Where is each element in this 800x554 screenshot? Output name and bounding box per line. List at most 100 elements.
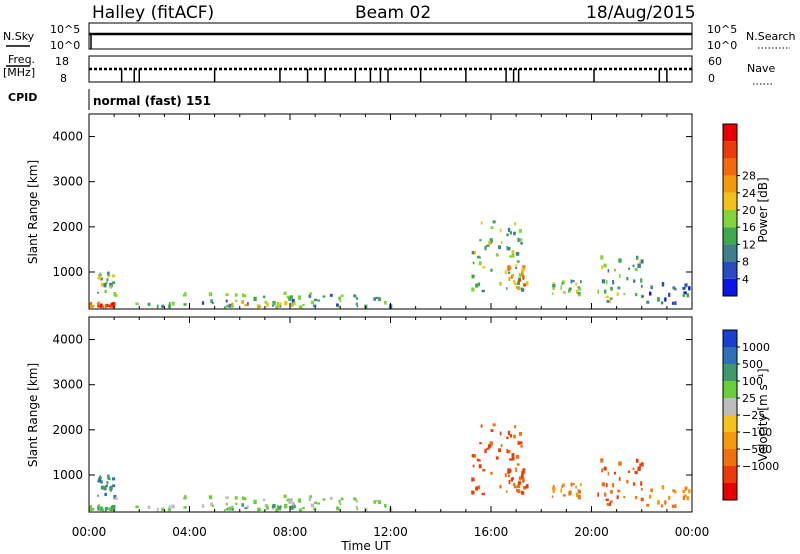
velocity-cell-4-33 — [484, 448, 487, 454]
velocity-data — [89, 423, 691, 512]
velocity-cell-2-9 — [289, 498, 293, 502]
velocity-cell-7-1 — [617, 489, 621, 493]
power-cell-0-6 — [99, 303, 103, 308]
power-cell-2-49 — [322, 295, 326, 298]
power-cell-4-15 — [520, 241, 523, 245]
power-cell-0-18 — [107, 304, 111, 308]
station-title: Halley (fitACF) — [92, 3, 214, 23]
power-cell-3-16 — [279, 302, 282, 305]
velocity-cell-7-24 — [635, 495, 638, 500]
velocity-cell-4-15 — [520, 444, 523, 448]
velocity-cell-6-8 — [562, 483, 565, 488]
velocity-colorbar-cell-9 — [723, 483, 737, 500]
velocity-cell-8-1 — [683, 494, 687, 498]
velocity-colorbar-label-7: −1000 — [742, 460, 779, 473]
power-cell-1-10 — [104, 289, 108, 294]
velocity-cell-8-2 — [641, 498, 644, 501]
velocity-scale-label: Velocity [m s⁻¹] — [756, 368, 770, 461]
velocity-cell-6-12 — [552, 489, 555, 494]
velocity-cell-6-7 — [577, 494, 581, 498]
velocity-cell-2-54 — [317, 502, 321, 505]
power-cell-6-11 — [572, 280, 575, 283]
power-cell-2-54 — [317, 299, 321, 302]
power-cell-7-16 — [623, 292, 626, 296]
velocity-cell-2-46 — [156, 507, 159, 512]
power-cell-3-0 — [226, 304, 229, 308]
power-cell-7-15 — [607, 269, 610, 273]
power-cell-2-40 — [353, 294, 356, 298]
velocity-cell-4-6 — [513, 434, 516, 439]
power-cell-6-13 — [560, 285, 562, 290]
velocity-cell-1-18 — [103, 485, 107, 491]
power-cell-4-39 — [521, 288, 525, 292]
power-cell-7-0 — [597, 289, 600, 294]
power-cell-7-10 — [640, 278, 643, 283]
velocity-cell-7-31 — [616, 495, 619, 500]
velocity-cell-2-48 — [147, 505, 151, 510]
velocity-cell-4-47 — [471, 477, 475, 482]
velocity-cell-0-2 — [109, 508, 113, 512]
velocity-cell-2-30 — [212, 504, 214, 508]
velocity-cell-8-8 — [686, 496, 690, 501]
velocity-cell-7-15 — [607, 472, 610, 476]
power-cell-1-18 — [103, 282, 107, 288]
power-cell-4-20 — [479, 256, 481, 259]
power-cell-8-2 — [641, 295, 644, 298]
power-cell-2-39 — [168, 304, 171, 309]
power-colorbar-cell-8 — [723, 141, 737, 159]
power-cell-5-19 — [521, 267, 525, 272]
velocity-cell-2-3 — [234, 496, 238, 500]
power-colorbar-cell-0 — [723, 278, 737, 296]
velocity-cell-7-20 — [610, 489, 613, 494]
xtick-label-1: 04:00 — [172, 525, 207, 539]
power-cell-4-40 — [476, 255, 480, 259]
velocity-cell-4-41 — [475, 486, 479, 491]
power-cell-7-22 — [637, 263, 641, 268]
xtick-label-5: 20:00 — [574, 525, 609, 539]
velocity-cell-7-6 — [639, 463, 642, 467]
power-colorbar-label-1: 8 — [742, 256, 749, 269]
velocity-cell-6-17 — [552, 486, 556, 491]
velocity-cell-4-59 — [500, 444, 503, 448]
power-cell-7-5 — [601, 265, 604, 270]
power-cell-7-18 — [604, 289, 607, 294]
velocity-cell-7-12 — [628, 470, 631, 473]
velocity-cell-4-51 — [490, 429, 494, 433]
velocity-cell-5-1 — [523, 486, 527, 489]
power-cell-1-15 — [97, 291, 99, 294]
velocity-cell-8-16 — [664, 500, 667, 505]
velocity-cell-4-16 — [478, 464, 482, 469]
power-cell-4-5 — [490, 268, 493, 272]
power-cell-5-13 — [525, 281, 529, 286]
velocity-cell-2-37 — [310, 503, 315, 508]
velocity-cell-2-58 — [168, 505, 171, 509]
power-cell-1-17 — [100, 282, 104, 287]
velocity-cell-4-8 — [480, 424, 483, 428]
velocity-cell-4-38 — [517, 484, 521, 488]
nsky-tick-bottom: 10^0 — [50, 39, 80, 52]
power-cell-6-4 — [570, 279, 573, 284]
velocity-colorbar-cell-7 — [723, 449, 737, 466]
power-cell-5-17 — [522, 265, 526, 268]
power-ytick-label-2: 3000 — [52, 175, 83, 189]
velocity-cell-2-31 — [114, 497, 118, 500]
velocity-cell-2-29 — [264, 504, 267, 507]
power-cell-0-14 — [90, 304, 95, 308]
power-cell-5-12 — [513, 282, 517, 286]
velocity-cell-7-18 — [604, 492, 607, 497]
velocity-cell-1-4 — [112, 477, 116, 481]
velocity-cell-4-14 — [498, 448, 501, 453]
power-cell-2-26 — [243, 294, 247, 298]
power-cell-4-7 — [478, 282, 481, 287]
velocity-cell-6-3 — [575, 492, 579, 497]
power-cell-6-3 — [575, 289, 579, 294]
velocity-cell-4-21 — [511, 453, 515, 457]
power-cell-5-7 — [511, 274, 514, 277]
power-cell-3-10 — [302, 304, 305, 307]
power-cell-8-11 — [672, 286, 676, 290]
nsky-strip: N.Sky 10^5 10^0 10^5 10^0 N.Search — [3, 22, 796, 52]
power-cell-4-32 — [518, 273, 523, 277]
velocity-cell-8-3 — [668, 495, 671, 500]
power-cell-2-38 — [339, 299, 342, 303]
